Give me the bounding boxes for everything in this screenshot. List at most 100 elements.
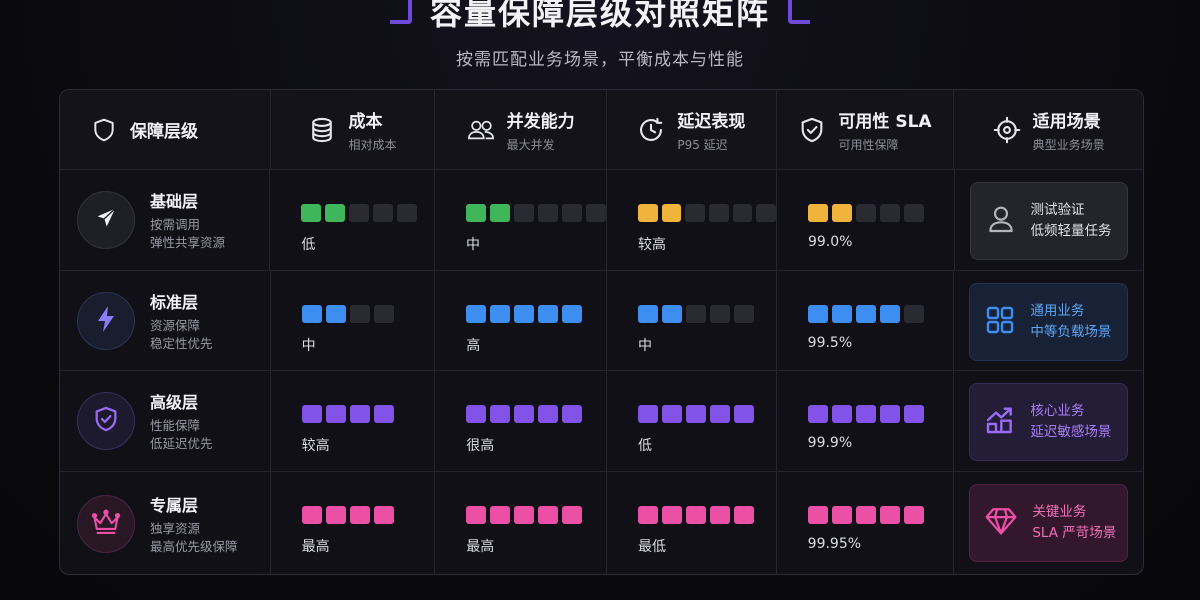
availability-label: 99.0% [807,234,853,250]
table-row: 基础层 按需调用 弹性共享资源 低 中 较高 99.0% [60,170,1143,271]
right-bracket-decoration [788,0,810,24]
level-segment-filled [349,405,370,423]
availability-level-bars [807,506,954,524]
concurrency-level-bars [466,305,606,323]
scenario-title: 关键业务 [1032,504,1087,520]
cost-cell: 最高 [271,472,436,574]
availability-level-bars [807,405,954,423]
paper-plane-icon [93,205,119,235]
clock-icon [637,116,665,144]
tier-cell: 专属层 独享资源 最高优先级保障 [60,472,271,574]
level-segment-filled [831,204,852,222]
column-header-sublabel: 最大并发 [506,137,555,152]
level-segment-filled [373,506,394,524]
column-header-label: 适用场景 [1032,111,1101,132]
page-title: 容量保障层级对照矩阵 [429,0,770,32]
level-segment-empty [879,204,900,222]
availability-cell: 99.95% [777,472,955,574]
level-segment-filled [855,405,876,423]
cost-label: 中 [301,338,316,354]
availability-level-bars [807,204,954,222]
scenario-card[interactable]: 测试验证 低频轻量任务 [969,182,1128,260]
latency-label: 中 [637,338,652,354]
crown-icon [91,508,121,540]
latency-label: 低 [637,438,652,454]
grid-icon [984,304,1016,340]
concurrency-cell: 最高 [435,472,607,574]
tier-cell: 基础层 按需调用 弹性共享资源 [60,170,271,270]
scenario-cell: 核心业务 延迟敏感场景 [954,371,1143,471]
latency-cell: 最低 [607,472,777,574]
level-segment-filled [373,405,394,423]
latency-level-bars [637,405,776,423]
level-segment-empty [397,204,418,222]
level-segment-filled [709,405,730,423]
lightning-icon [94,305,118,337]
level-segment-filled [807,204,828,222]
table-row: 专属层 独享资源 最高优先级保障 最高 最高 最低 99.95% [60,472,1143,574]
tier-desc: 独享资源 [150,521,201,536]
level-segment-filled [807,305,828,323]
level-segment-filled [661,506,682,524]
column-header-latency: 延迟表现 P95 延迟 [607,90,777,169]
level-segment-filled [325,405,346,423]
level-segment-filled [637,305,658,323]
level-segment-empty [903,204,924,222]
availability-cell: 99.9% [777,371,955,471]
availability-label: 99.95% [807,536,862,552]
cost-cell: 中 [271,271,436,370]
level-segment-empty [373,305,394,323]
level-segment-filled [489,204,510,222]
level-segment-filled [879,506,900,524]
level-segment-filled [465,204,486,222]
scenario-title: 测试验证 [1030,202,1085,218]
table-row: 高级层 性能保障 低延迟优先 较高 很高 低 99.9% [60,371,1143,472]
level-segment-filled [807,506,828,524]
latency-level-bars [637,305,776,323]
scenario-desc: 延迟敏感场景 [1030,424,1112,440]
tier-desc: 按需调用 [150,217,201,232]
level-segment-filled [831,305,852,323]
latency-label: 较高 [637,237,666,253]
level-segment-empty [756,204,776,222]
tier-desc: 资源保障 [150,317,201,333]
column-header-sublabel: P95 延迟 [677,137,728,152]
concurrency-level-bars [466,506,606,524]
level-segment-filled [637,204,658,222]
latency-cell: 较高 [607,170,777,270]
tier-icon-badge [77,191,135,249]
scenario-card[interactable]: 通用业务 中等负载场景 [969,283,1128,361]
level-segment-filled [855,506,876,524]
concurrency-label: 中 [465,237,480,253]
column-header-label: 并发能力 [506,111,575,132]
shield-icon [90,116,118,144]
level-segment-empty [349,305,370,323]
level-segment-filled [325,305,346,323]
column-header-label: 延迟表现 [677,111,746,132]
level-segment-empty [733,305,754,323]
tier-name: 专属层 [150,496,199,515]
level-segment-filled [661,204,682,222]
cost-label: 最高 [301,539,330,555]
availability-label: 99.9% [807,435,853,451]
concurrency-label: 很高 [466,438,495,454]
level-segment-filled [807,405,828,423]
level-segment-filled [903,506,924,524]
cost-level-bars [301,305,435,323]
level-segment-filled [466,305,487,323]
level-segment-empty [709,305,730,323]
title-block: 容量保障层级对照矩阵 [0,0,1200,36]
scenario-desc: 低频轻量任务 [1030,223,1112,239]
level-segment-filled [325,506,346,524]
tier-icon-badge [77,291,135,350]
scenario-card[interactable]: 关键业务 SLA 严苛场景 [969,484,1128,562]
level-segment-filled [349,506,370,524]
scenario-card[interactable]: 核心业务 延迟敏感场景 [969,383,1128,461]
capacity-matrix-table: 保障层级 成本 相对成本 并发能力 最大并发 延迟表 [59,89,1144,575]
concurrency-cell: 高 [435,271,607,370]
tier-name: 标准层 [150,292,199,312]
tier-cell: 高级层 性能保障 低延迟优先 [60,371,271,471]
level-segment-filled [301,305,322,323]
level-segment-filled [685,506,706,524]
tier-cell: 标准层 资源保障 稳定性优先 [60,271,271,370]
